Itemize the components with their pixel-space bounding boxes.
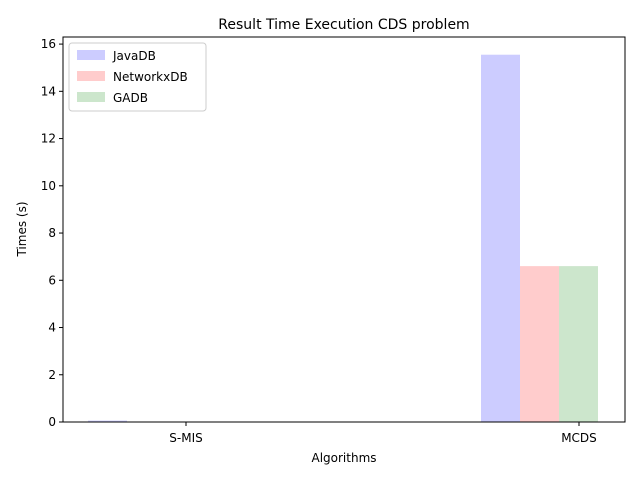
y-tick-label: 2 [48,368,56,382]
legend-swatch-gadb [77,92,105,102]
y-tick-label: 8 [48,226,56,240]
y-tick-label: 4 [48,321,56,335]
bar-javadb-mcds [481,54,520,423]
legend-swatch-javadb [77,50,105,60]
legend-swatch-networkxdb [77,71,105,81]
legend: JavaDB NetworkxDB GADB [68,42,207,112]
y-tick-label: 10 [41,179,56,193]
x-axis-ticks: S-MIS MCDS [169,422,597,445]
x-tick-label: S-MIS [169,431,202,445]
y-tick-label: 14 [41,84,56,98]
bar-gadb-mcds [559,266,598,422]
y-tick-label: 0 [48,415,56,429]
legend-label-gadb: GADB [113,91,148,105]
chart-title: Result Time Execution CDS problem [218,17,469,33]
bar-networkxdb-mcds [520,266,559,422]
y-tick-label: 16 [41,37,56,51]
bar-group [88,54,598,423]
legend-label-networkxdb: NetworkxDB [113,70,188,84]
plot-frame [62,36,626,423]
y-tick-label: 12 [41,132,56,146]
bar-javadb-s-mis [88,420,127,422]
x-tick-label: MCDS [561,431,597,445]
y-tick-label: 6 [48,273,56,287]
x-axis-label: Algorithms [311,451,376,465]
legend-label-javadb: JavaDB [112,49,156,63]
y-axis-ticks: 0 2 4 6 8 10 12 14 16 [41,37,63,429]
y-axis-label: Times (s) [15,201,29,257]
